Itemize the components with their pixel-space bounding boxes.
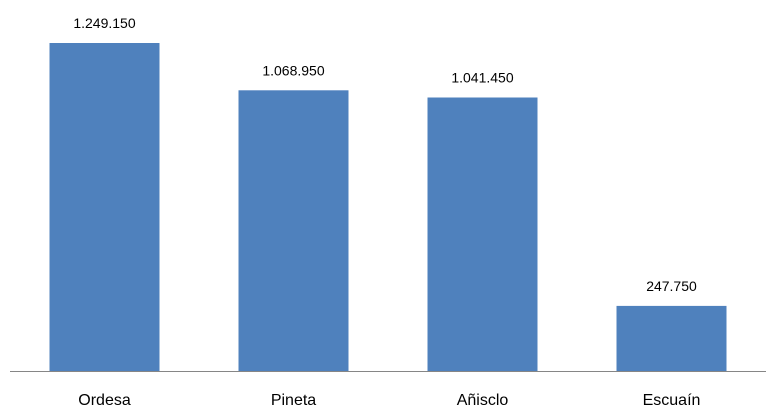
category-label-anisclo: Añisclo	[457, 392, 509, 409]
bar-anisclo	[427, 97, 538, 371]
category-label-pineta: Pineta	[271, 392, 316, 409]
bar-escuain	[616, 305, 727, 371]
bars-group	[49, 43, 727, 372]
value-labels-group: 1.249.150 1.068.950 1.041.450 247.750	[73, 15, 697, 294]
bar-ordesa	[49, 43, 160, 371]
category-labels-group: Ordesa Pineta Añisclo Escuaín	[78, 392, 700, 409]
value-label-pineta: 1.068.950	[262, 62, 324, 78]
value-label-ordesa: 1.249.150	[73, 15, 135, 31]
bar-pineta	[238, 90, 349, 372]
value-label-anisclo: 1.041.450	[451, 70, 513, 86]
category-label-escuain: Escuaín	[643, 392, 701, 409]
value-label-escuain: 247.750	[646, 278, 697, 294]
category-label-ordesa: Ordesa	[78, 392, 131, 409]
